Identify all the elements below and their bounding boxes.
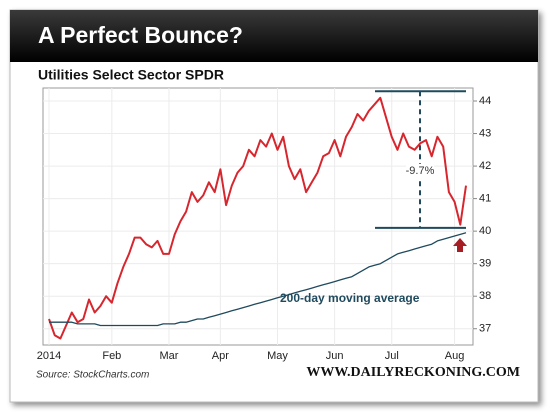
y-tick-label: 42	[479, 160, 491, 172]
chart-subtitle: Utilities Select Sector SPDR	[38, 67, 224, 83]
x-tick-label: 2014	[37, 350, 61, 362]
series-label: 200-day moving average	[280, 291, 420, 305]
chart-title: A Perfect Bounce?	[38, 22, 243, 48]
x-tick-label: Aug	[445, 350, 465, 362]
credit: WWW.DAILYRECKONING.COM	[306, 365, 520, 380]
y-tick-label: 39	[479, 258, 491, 270]
bracket-label: -9.7%	[406, 165, 435, 177]
source: Source: StockCharts.com	[36, 370, 149, 381]
y-tick-label: 44	[479, 95, 491, 107]
series-line	[49, 232, 467, 327]
x-tick-label: Feb	[102, 350, 121, 362]
bounce-arrow	[453, 238, 467, 252]
x-tick-label: May	[267, 350, 288, 362]
x-tick-label: Jul	[385, 350, 399, 362]
y-tick-label: 38	[479, 290, 491, 302]
y-tick-label: 37	[479, 323, 491, 335]
x-tick-label: Jun	[326, 350, 344, 362]
y-tick-label: 41	[479, 193, 491, 205]
y-tick-label: 43	[479, 127, 491, 139]
header-bar	[10, 10, 538, 62]
plot-area	[42, 87, 474, 346]
bracket-label-bg	[406, 164, 434, 178]
x-tick-label: Mar	[159, 350, 178, 362]
series-line	[48, 96, 467, 340]
x-tick-label: Apr	[212, 350, 229, 362]
y-tick-label: 40	[479, 225, 491, 237]
